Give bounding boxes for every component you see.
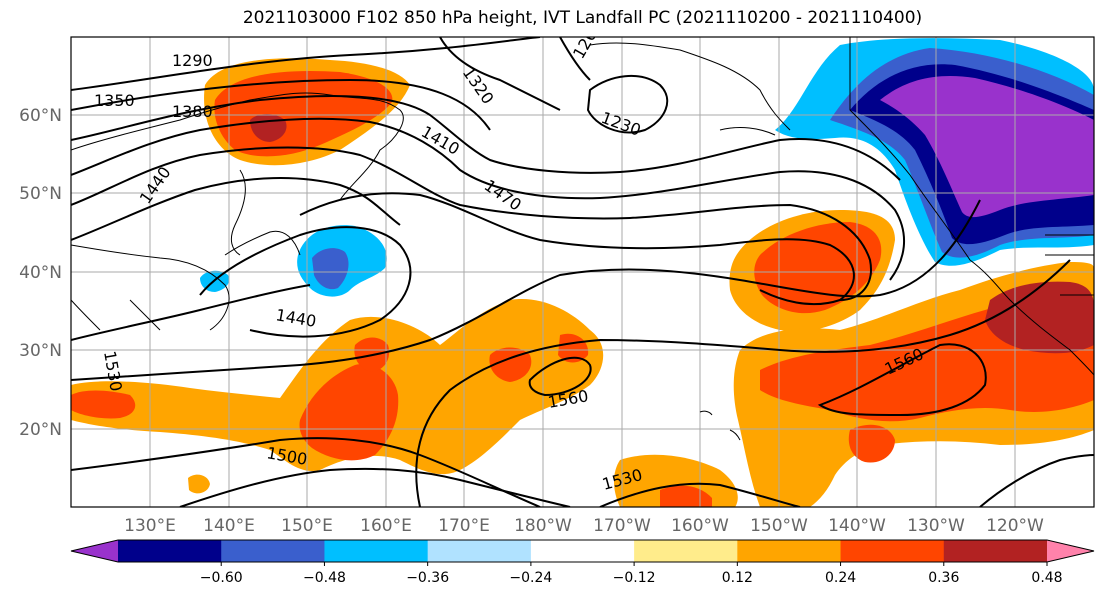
colorbar-segment — [427, 540, 532, 562]
lon-label: 150°E — [281, 516, 333, 536]
lon-label: 180°W — [514, 516, 572, 536]
lon-label: 130°W — [907, 516, 965, 536]
lat-label: 30°N — [19, 341, 62, 361]
contour-label: 1350 — [94, 91, 135, 110]
colorbar-segment — [221, 540, 325, 562]
lat-label: 20°N — [19, 420, 62, 440]
map-title: 2021103000 F102 850 hPa height, IVT Land… — [242, 8, 923, 28]
colorbar-segment — [324, 540, 429, 562]
colorbar-tick-label: −0.48 — [303, 570, 346, 586]
lon-label: 170°E — [438, 516, 490, 536]
lon-label: 160°E — [360, 516, 412, 536]
map-frame — [70, 36, 1095, 508]
contour-label: 1380 — [172, 102, 213, 121]
colorbar-extend-low — [71, 540, 118, 562]
colorbar-ticks: −0.60 −0.48 −0.36 −0.24 −0.12 0.12 0.24 0.36 0.4… — [200, 562, 1063, 586]
gridlines — [71, 37, 1094, 507]
colorbar-tick-label: 0.24 — [825, 570, 856, 586]
colorbar-outline — [70, 539, 1095, 563]
lat-label: 40°N — [19, 263, 62, 283]
colorbar-segment — [840, 540, 945, 562]
lat-label: 60°N — [19, 106, 62, 126]
colorbar-tick-label: 0.12 — [722, 570, 753, 586]
coastlines — [71, 37, 1094, 441]
colorbar — [70, 539, 1095, 563]
lon-label: 140°W — [828, 516, 886, 536]
colorbar-tick-label: −0.36 — [406, 570, 449, 586]
lon-label: 120°W — [986, 516, 1044, 536]
colorbar-segment — [118, 540, 222, 562]
ivt-negative-shading — [200, 38, 1094, 297]
longitude-labels: 130°E 140°E 150°E 160°E 170°E 180°W 170°… — [124, 516, 1044, 536]
lat-label: 50°N — [19, 184, 62, 204]
contour-label: 1290 — [172, 51, 213, 70]
latitude-labels: 60°N 50°N 40°N 30°N 20°N — [19, 106, 62, 440]
colorbar-tick-label: 0.36 — [928, 570, 959, 586]
map-panel: 1290 1350 1380 1320 1260 1230 1410 1440 … — [71, 37, 1094, 507]
colorbar-segment — [530, 540, 635, 562]
colorbar-tick-label: 0.48 — [1031, 570, 1062, 586]
lon-label: 150°W — [750, 516, 808, 536]
ivt-positive-shading — [71, 58, 1094, 507]
colorbar-segment — [737, 540, 842, 562]
colorbar-tick-label: −0.60 — [200, 570, 243, 586]
colorbar-extend-high — [1047, 540, 1094, 562]
colorbar-segment — [943, 540, 1048, 562]
colorbar-tick-label: −0.12 — [613, 570, 656, 586]
height-contours — [71, 37, 1094, 507]
lon-label: 130°E — [124, 516, 176, 536]
lon-label: 140°E — [203, 516, 255, 536]
lon-label: 160°W — [671, 516, 729, 536]
colorbar-tick-label: −0.24 — [509, 570, 552, 586]
lon-label: 170°W — [593, 516, 651, 536]
colorbar-segment — [634, 540, 738, 562]
